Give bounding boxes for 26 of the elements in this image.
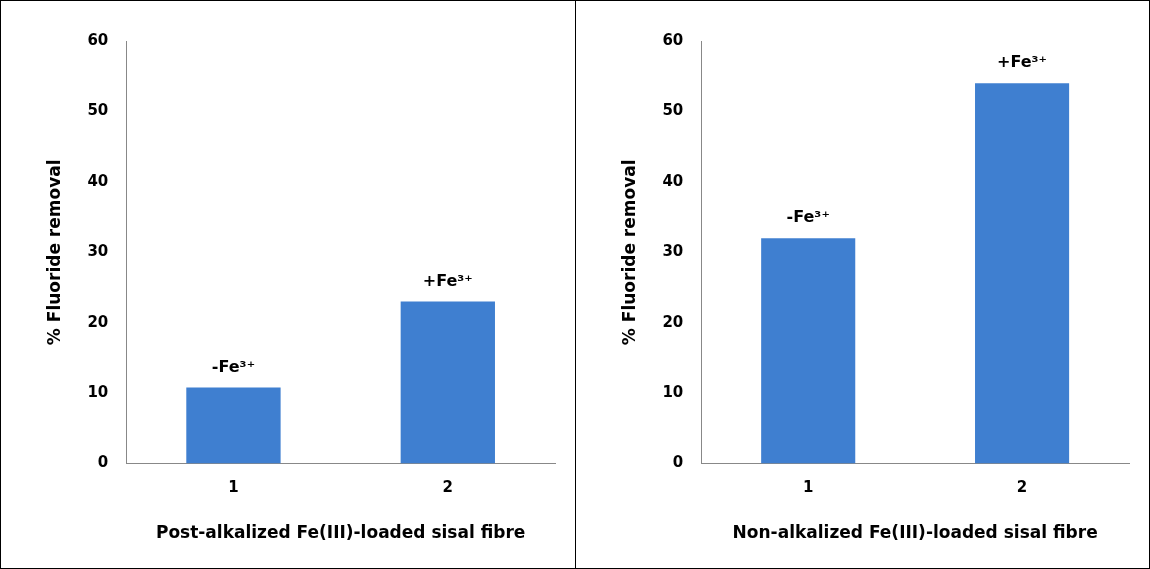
y-tick-label: 10	[87, 383, 109, 402]
y-tick-label: 50	[662, 101, 684, 120]
y-axis-title: % Fluoride removal	[618, 159, 639, 346]
annotation: -Fe³⁺	[786, 207, 830, 227]
x-tick-label: 1	[228, 478, 239, 497]
y-tick-label: 0	[97, 453, 109, 472]
y-axis-title: % Fluoride removal	[43, 159, 64, 346]
y-tick-label: 30	[662, 242, 684, 261]
annotation: -Fe³⁺	[211, 356, 256, 376]
x-axis-title: Non-alkalized Fe(III)-loaded sisal fibre	[732, 522, 1098, 543]
y-tick-label: 40	[87, 171, 109, 190]
y-tick-label: 20	[87, 312, 109, 331]
x-tick-label: 1	[802, 478, 814, 497]
x-tick-label: 2	[442, 478, 454, 497]
y-tick-label: 50	[87, 101, 109, 120]
x-tick-label: 2	[1016, 478, 1028, 497]
y-tick-label: 60	[662, 30, 684, 49]
annotation: +Fe³⁺	[997, 52, 1048, 72]
y-tick-label: 0	[672, 453, 684, 472]
y-tick-label: 20	[662, 312, 684, 331]
y-tick-label: 40	[662, 171, 684, 190]
annotation: +Fe³⁺	[422, 270, 473, 290]
y-tick-label: 10	[662, 383, 684, 402]
y-tick-label: 30	[87, 242, 109, 261]
y-tick-label: 60	[87, 30, 109, 49]
x-axis-title: Post-alkalized Fe(III)-loaded sisal fibre	[155, 522, 526, 543]
